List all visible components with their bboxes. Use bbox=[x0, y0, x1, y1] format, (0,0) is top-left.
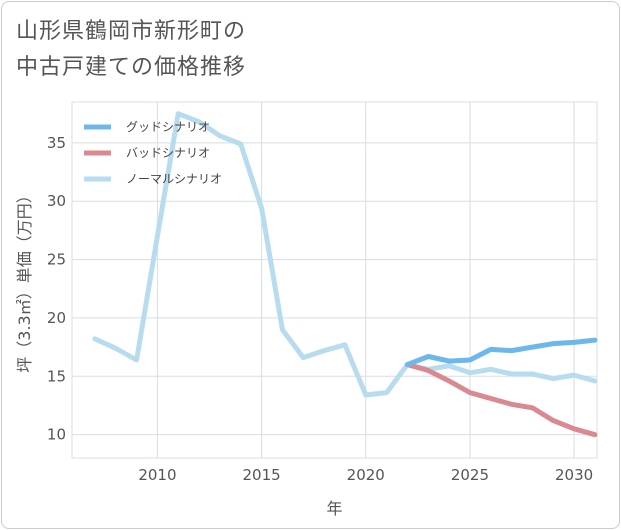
y-tick-label: 35 bbox=[47, 134, 66, 152]
series-line-2 bbox=[92, 111, 598, 398]
x-axis-title: 年 bbox=[326, 499, 342, 518]
legend-label: バッドシナリオ bbox=[126, 146, 210, 160]
y-tick-label: 30 bbox=[47, 192, 66, 210]
x-tick-label: 2010 bbox=[138, 466, 176, 484]
x-tick-label: 2015 bbox=[242, 466, 280, 484]
x-tick-label: 2020 bbox=[347, 466, 385, 484]
y-tick-label: 15 bbox=[47, 367, 66, 385]
series-line-1 bbox=[404, 362, 598, 438]
legend-label: グッドシナリオ bbox=[126, 120, 210, 134]
legend-label: ノーマルシナリオ bbox=[126, 172, 222, 186]
chart-title: 山形県鶴岡市新形町の 中古戸建ての価格推移 bbox=[16, 14, 246, 86]
series-line-0 bbox=[404, 337, 598, 368]
y-axis-title: 坪（3.3㎡）単価（万円） bbox=[15, 187, 34, 372]
grid bbox=[71, 101, 598, 459]
x-tick-label: 2030 bbox=[555, 466, 593, 484]
series-layer bbox=[92, 111, 598, 438]
plot-area bbox=[71, 101, 598, 459]
chart-title-line-1: 山形県鶴岡市新形町の bbox=[16, 19, 247, 44]
y-tick-label: 25 bbox=[47, 251, 66, 269]
y-tick-label: 20 bbox=[47, 309, 66, 327]
x-tick-label: 2025 bbox=[451, 466, 489, 484]
y-tick-label: 10 bbox=[47, 426, 66, 444]
chart-title-line-2: 中古戸建ての価格推移 bbox=[16, 55, 247, 80]
